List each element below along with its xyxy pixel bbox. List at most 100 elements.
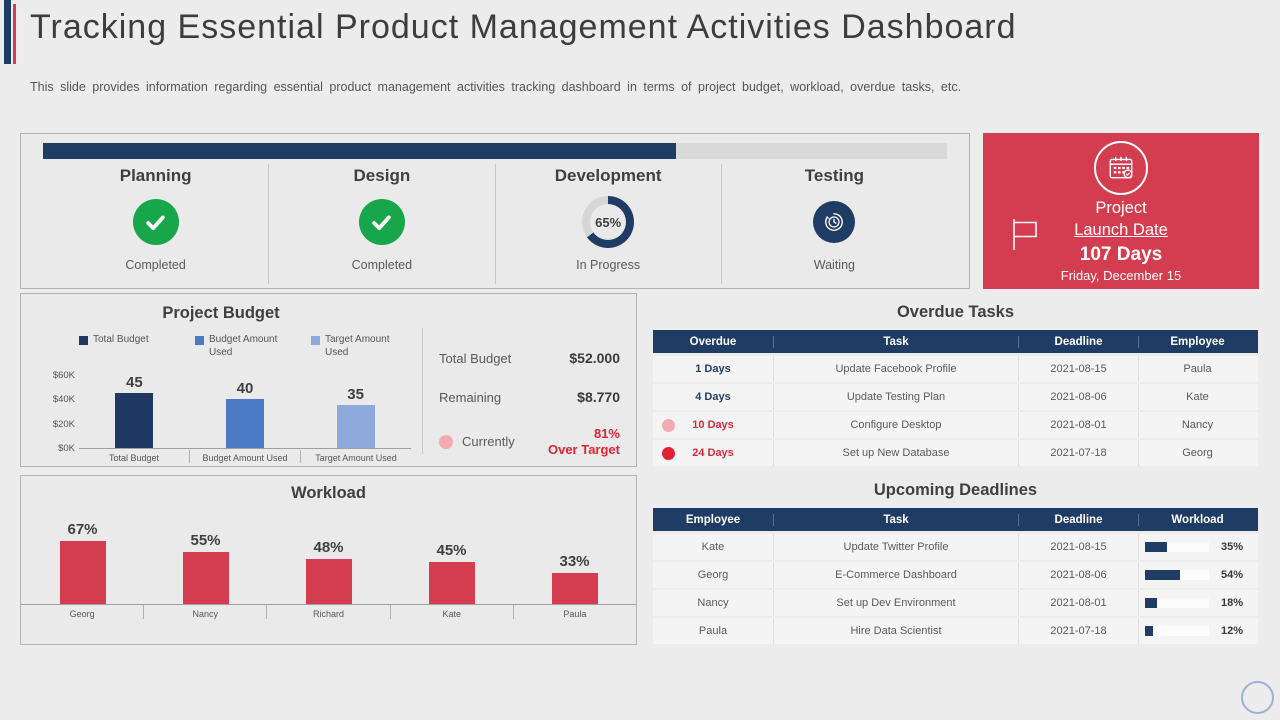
task-cell: Set up Dev Environment	[773, 590, 1018, 616]
phase-design: Design Completed	[268, 164, 494, 284]
stat-value-alert: 81% Over Target	[548, 426, 620, 457]
phase-icon-zone: 65%	[582, 186, 635, 258]
budget-legend: Total Budget Budget Amount Used Target Amo…	[79, 334, 403, 359]
overdue-days-text: 1 Days	[695, 363, 731, 375]
calendar-icon	[1094, 141, 1148, 195]
phase-name: Testing	[804, 166, 864, 185]
employee-cell: Kate	[1138, 384, 1256, 410]
flag-icon	[1009, 217, 1041, 258]
table-body: 1 Days Update Facebook Profile 2021-08-15 P…	[653, 356, 1258, 466]
overdue-days-cell: 1 Days	[653, 356, 773, 382]
budget-bars: 45 40 35	[79, 374, 411, 449]
legend-item: Budget Amount Used	[195, 334, 287, 359]
launch-card-line2: Launch Date	[1074, 221, 1168, 239]
launch-card-days: 107 Days	[1079, 244, 1163, 265]
column-header: Deadline	[1018, 335, 1138, 348]
legend-swatch-icon	[311, 336, 320, 345]
table-header: Employee Task Deadline Workload	[653, 508, 1258, 531]
overdue-days-cell: 10 Days	[653, 412, 773, 438]
column-header: Task	[773, 513, 1018, 526]
workload-bar-track	[1145, 570, 1209, 580]
column-header: Employee	[1138, 335, 1256, 348]
stat-label: Total Budget	[439, 350, 512, 366]
overdue-tasks-table: Overdue Task Deadline Employee 1 Days Update…	[653, 330, 1258, 466]
table-row: Kate Update Twitter Profile 2021-08-15 35%	[653, 534, 1258, 560]
launch-card-line1: Project	[1095, 199, 1147, 217]
workload-bars: 67% 55% 48% 45% 33%	[21, 512, 636, 605]
workload-percent: 12%	[1220, 625, 1243, 637]
x-axis-label: Richard	[267, 605, 391, 619]
column-header: Employee	[685, 513, 741, 526]
table-row: 10 Days Configure Desktop 2021-08-01 Nancy	[653, 412, 1258, 438]
column-header: Workload	[1138, 513, 1256, 526]
workload-bar-group: 33%	[513, 512, 636, 604]
launch-card-date: Friday, December 15	[1060, 268, 1182, 283]
phase-status: Completed	[125, 258, 186, 272]
stat-remaining: Remaining $8.770	[439, 389, 620, 405]
page-subtitle: This slide provides information regardin…	[30, 80, 962, 94]
y-axis-tick: $20K	[52, 418, 75, 430]
waiting-clock-icon	[813, 201, 856, 243]
workload-cell: 35%	[1138, 534, 1256, 560]
table-row: Georg E-Commerce Dashboard 2021-08-06 54%	[653, 562, 1258, 588]
budget-x-labels: Total Budget Budget Amount Used Target Amo…	[79, 450, 411, 463]
workload-percent: 54%	[1220, 569, 1243, 581]
legend-item: Total Budget	[79, 334, 171, 359]
workload-cell: 54%	[1138, 562, 1256, 588]
workload-bar	[551, 572, 598, 604]
budget-y-axis: $60K $40K $20K $0K	[39, 370, 79, 454]
task-cell: Update Facebook Profile	[773, 356, 1018, 382]
task-cell: Update Twitter Profile	[773, 534, 1018, 560]
task-cell: Hire Data Scientist	[773, 618, 1018, 644]
launch-date-card: Project Launch Date 107 Days Friday, Dec…	[983, 133, 1259, 289]
workload-title: Workload	[291, 484, 366, 502]
deadline-cell: 2021-08-15	[1018, 356, 1138, 382]
deadline-cell: 2021-07-18	[1018, 618, 1138, 644]
budget-bar	[115, 393, 154, 448]
task-cell: Update Testing Plan	[773, 384, 1018, 410]
budget-title: Project Budget	[162, 304, 280, 322]
donut-percent-label: 65%	[590, 204, 627, 240]
phase-name: Planning	[119, 166, 192, 185]
workload-bar-group: 48%	[267, 512, 390, 604]
x-axis-label: Kate	[391, 605, 514, 619]
workload-x-labels: Georg Nancy Richard Kate Paula	[21, 605, 636, 619]
phase-icon-zone	[813, 186, 856, 258]
over-target-label: Over Target	[547, 441, 620, 457]
budget-bar-group: 35	[336, 386, 375, 448]
workload-cell: 18%	[1138, 590, 1256, 616]
deadline-cell: 2021-08-06	[1018, 562, 1138, 588]
over-target-percent: 81%	[593, 426, 620, 441]
severity-dot-icon	[662, 418, 675, 432]
deadline-cell: 2021-08-01	[1018, 412, 1138, 438]
phase-testing: Testing Waiting	[720, 164, 947, 284]
bar-value-label: 48%	[313, 538, 344, 556]
phase-tracker-panel: Planning Completed Design Completed	[20, 133, 970, 289]
phase-icon-zone	[358, 186, 405, 258]
column-header: Deadline	[1018, 513, 1138, 526]
y-axis-tick: $0K	[58, 443, 75, 454]
phase-development: Development 65% In Progress	[494, 164, 721, 284]
check-circle-icon	[132, 199, 179, 245]
employee-cell: Paula	[1138, 356, 1256, 382]
overdue-days-text: 10 Days	[692, 419, 734, 431]
table-row: 24 Days Set up New Database 2021-07-18 Geor…	[653, 440, 1258, 466]
employee-cell: Georg	[1138, 440, 1256, 466]
phase-name: Design	[353, 166, 411, 185]
task-cell: Configure Desktop	[773, 412, 1018, 438]
phase-status: Waiting	[813, 258, 855, 272]
table-body: Kate Update Twitter Profile 2021-08-15 35% G…	[653, 534, 1258, 644]
workload-bar	[182, 552, 229, 604]
accent-bar-red	[13, 4, 16, 64]
employee-cell: Nancy	[1138, 412, 1256, 438]
workload-panel: Workload 67% 55% 48% 45% 33% Georg Nancy Richa…	[20, 475, 637, 645]
workload-bar	[305, 558, 352, 604]
budget-bar-group: 45	[115, 374, 154, 448]
project-budget-panel: Project Budget Total Budget Budget Amount…	[20, 293, 637, 467]
overdue-tasks-title: Overdue Tasks	[896, 303, 1015, 321]
x-axis-label: Paula	[563, 609, 587, 619]
stat-value: $8.770	[577, 389, 620, 405]
workload-percent: 35%	[1220, 541, 1243, 553]
workload-bar-fill	[1145, 626, 1153, 636]
phase-planning: Planning Completed	[43, 164, 268, 284]
